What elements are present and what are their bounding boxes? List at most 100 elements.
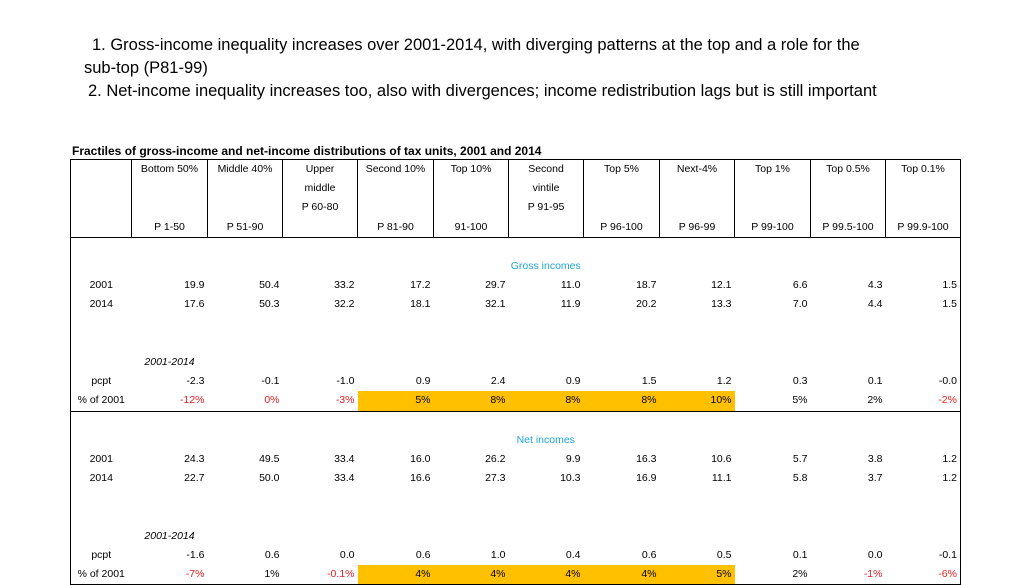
percent-change-cell: -2% [885, 391, 961, 412]
header-cell [70, 179, 132, 199]
value-cell: 26.2 [485, 452, 506, 465]
pcpt-cell: 0.6 [264, 548, 280, 561]
percent-change-cell: 4% [508, 565, 584, 585]
percent-change-cell: 8% [583, 391, 660, 412]
header-cell [583, 198, 660, 218]
value-cell: 32.2 [334, 298, 355, 311]
value-cell: 16.9 [636, 472, 657, 485]
value-cell: 3.7 [867, 472, 883, 485]
header-cell: P 99-100 [734, 217, 811, 238]
header-cell [583, 179, 660, 199]
value-cell: 18.1 [410, 298, 431, 311]
pcpt-cell: 0.9 [565, 375, 581, 388]
header-cell: Top 5% [583, 159, 660, 180]
percent-change-cell: -7% [131, 565, 208, 585]
value-cell: 17.6 [184, 298, 205, 311]
value-cell: 4.4 [867, 298, 883, 311]
spacer-row [71, 315, 961, 334]
value-cell: 33.4 [334, 472, 355, 485]
fractiles-table: Bottom 50% Middle 40% Upper Second 10% Top 1… [70, 159, 961, 585]
header-cell: P 96-99 [659, 217, 735, 238]
percent-change-label: % of 2001 [70, 391, 132, 412]
header-cell: middle [282, 179, 358, 199]
value-cell: 32.1 [485, 298, 506, 311]
header-row-names: Bottom 50% Middle 40% Upper Second 10% Top 1… [70, 159, 961, 180]
value-cell: 3.8 [867, 452, 883, 465]
spacer-row [71, 334, 961, 353]
value-cell: 1.5 [942, 298, 957, 311]
section-title: Net incomes [516, 433, 575, 446]
header-cell [810, 179, 886, 199]
header-cell [734, 198, 811, 218]
percent-change-cell: 10% [659, 391, 735, 412]
pcpt-cell: 0.0 [867, 548, 883, 561]
percent-change-cell: 4% [583, 565, 660, 585]
value-cell: 5.8 [792, 472, 808, 485]
value-cell: 22.7 [184, 472, 205, 485]
percent-change-cell: 4% [357, 565, 434, 585]
header-cell: P 91-95 [508, 198, 584, 218]
header-cell [357, 179, 434, 199]
header-cell [70, 198, 132, 218]
header-cell [508, 217, 584, 238]
value-cell: 17.2 [410, 279, 431, 292]
header-cell: vintile [508, 179, 584, 199]
percent-change-label: % of 2001 [70, 565, 132, 585]
pcpt-cell: 0.5 [716, 548, 732, 561]
header-cell [131, 179, 208, 199]
pcpt-cell: 0.6 [415, 548, 431, 561]
period-row: 2001-2014 [71, 527, 961, 546]
section-title: Gross incomes [510, 260, 581, 272]
header-cell [70, 217, 132, 238]
pcpt-label: pcpt [91, 375, 112, 388]
pcpt-row: pcpt -1.6 0.6 0.0 0.6 1.0 0.4 0.6 0.5 0.1 0.0 -0.1 [71, 546, 961, 565]
percent-change-cell: -1% [810, 565, 886, 585]
header-cell [659, 179, 735, 199]
value-cell: 7.0 [792, 298, 808, 311]
header-cell: Next-4% [659, 159, 735, 180]
header-cell [207, 198, 283, 218]
spacer-row [71, 237, 961, 257]
pcpt-cell: 0.1 [867, 375, 883, 388]
spacer-row [71, 508, 961, 527]
pcpt-cell: 1.2 [716, 375, 732, 388]
header-cell [659, 198, 735, 218]
year-label: 2014 [89, 298, 113, 311]
value-cell: 16.0 [410, 452, 431, 465]
percent-change-cell: 4% [433, 565, 509, 585]
section-title-row: Gross incomes [71, 257, 961, 276]
header-cell: Bottom 50% [131, 159, 208, 180]
table-row: 2001 24.3 49.5 33.4 16.0 26.2 9.9 16.3 10.6 5.7 3.… [71, 450, 961, 469]
value-cell: 24.3 [184, 452, 205, 465]
value-cell: 11.0 [560, 279, 581, 292]
value-cell: 9.9 [565, 452, 581, 465]
pcpt-cell: -0.1 [938, 548, 957, 561]
header-row-percentiles: P 1-50 P 51-90 P 81-90 91-100 P 96-100 P 96-9… [70, 217, 961, 238]
section-title-row: Net incomes [71, 431, 961, 450]
header-cell [433, 179, 509, 199]
header-cell: P 1-50 [131, 217, 208, 238]
header-cell [282, 217, 358, 238]
header-cell [433, 198, 509, 218]
percent-change-cell: 2% [810, 391, 886, 412]
header-cell [810, 198, 886, 218]
header-cell [734, 179, 811, 199]
header-cell [885, 198, 961, 218]
pcpt-cell: -2.3 [186, 375, 205, 388]
header-cell: P 96-100 [583, 217, 660, 238]
value-cell: 16.3 [636, 452, 657, 465]
header-cell: Top 10% [433, 159, 509, 180]
pcpt-cell: 2.4 [490, 375, 506, 388]
table-title: Fractiles of gross-income and net-income… [72, 144, 542, 158]
headline-point-2: 2. Net-income inequality increases too, … [88, 82, 877, 100]
value-cell: 11.9 [560, 298, 581, 311]
headline-point-1-continued: sub-top (P81-99) [84, 59, 208, 77]
percent-change-cell: 5% [659, 565, 735, 585]
percent-change-cell: 5% [357, 391, 434, 412]
value-cell: 1.5 [942, 279, 957, 292]
period-row: 2001-2014 [71, 353, 961, 372]
pcpt-cell: -0.0 [938, 375, 957, 388]
value-cell: 16.6 [410, 472, 431, 485]
header-cell: Top 0.5% [810, 159, 886, 180]
percent-change-cell: 8% [508, 391, 584, 412]
